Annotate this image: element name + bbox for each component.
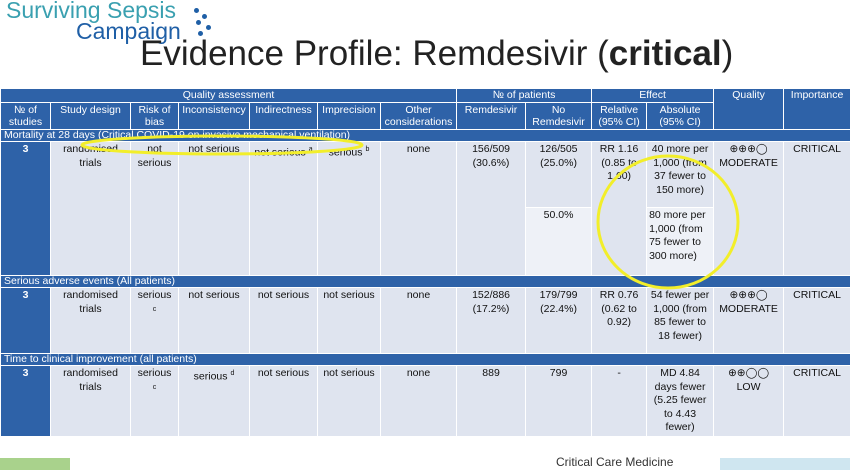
cell-baseline-risk: 50.0% bbox=[525, 207, 593, 276]
logo-line-1: Surviving Sepsis bbox=[6, 0, 177, 23]
quality-symbols: ⊕⊕◯◯ bbox=[728, 367, 770, 379]
footnote-marker: a bbox=[308, 146, 313, 153]
cell-remdesivir: 156/509 (30.6%) bbox=[456, 141, 527, 276]
cell-inconsistency: not serious bbox=[178, 141, 250, 276]
page-title: Evidence Profile: Remdesivir (critical) bbox=[140, 34, 733, 74]
cell-imprecision: not serious bbox=[317, 287, 381, 354]
indirectness-text: not serious bbox=[254, 146, 306, 159]
table-row: 3 randomised trials not serious not seri… bbox=[0, 141, 850, 276]
cell-bias: serious c bbox=[130, 287, 179, 354]
cell-quality: ⊕⊕⊕◯ MODERATE bbox=[713, 287, 785, 354]
section-header: Serious adverse events (All patients) bbox=[0, 275, 850, 288]
section-header: Time to clinical improvement (all patien… bbox=[0, 353, 850, 366]
cell-no-remdesivir: 126/505 (25.0%) bbox=[525, 141, 593, 208]
col-relative: Relative (95% CI) bbox=[591, 102, 648, 130]
cell-other: none bbox=[379, 287, 458, 354]
cell-importance: CRITICAL bbox=[783, 141, 850, 276]
cell-quality: ⊕⊕⊕◯ MODERATE bbox=[713, 141, 785, 276]
header-quality-assessment: Quality assessment bbox=[0, 88, 458, 103]
header-effect: Effect bbox=[591, 88, 715, 103]
cell-studies: 3 bbox=[0, 141, 51, 276]
cell-design: randomised trials bbox=[50, 287, 131, 354]
col-no-remdesivir: No Remdesivir bbox=[525, 102, 593, 130]
cell-remdesivir: 889 bbox=[456, 365, 527, 437]
quality-label: MODERATE bbox=[719, 156, 778, 169]
cell-no-remdesivir: 179/799 (22.4%) bbox=[525, 287, 593, 354]
cell-design: randomised trials bbox=[50, 141, 131, 276]
cell-bias: not serious bbox=[130, 141, 179, 276]
cell-relative: RR 1.16 (0.85 to 1.60) bbox=[591, 141, 648, 276]
quality-symbols: ⊕⊕⊕◯ bbox=[729, 289, 768, 301]
col-indirectness: Indirectness bbox=[249, 102, 318, 130]
cell-absolute: MD 4.84 days fewer (5.25 fewer to 4.43 f… bbox=[646, 365, 715, 437]
title-emphasis: critical bbox=[608, 34, 722, 73]
logo-line-2: Campaign bbox=[76, 18, 181, 44]
cell-no-remdesivir: 799 bbox=[525, 365, 593, 437]
title-prefix: Evidence Profile: Remdesivir ( bbox=[140, 34, 609, 73]
col-imprecision: Imprecision bbox=[317, 102, 381, 130]
cell-inconsistency: not serious bbox=[178, 287, 250, 354]
header-importance: Importance bbox=[783, 88, 850, 130]
footer-right-bar bbox=[720, 458, 850, 470]
col-design: Study design bbox=[50, 102, 131, 130]
quality-label: MODERATE bbox=[719, 302, 778, 315]
table-row: 3 randomised trials serious c not serious… bbox=[0, 287, 850, 354]
header-row-groups: Quality assessment № of patients Effect … bbox=[0, 88, 850, 130]
cell-indirectness: not serious bbox=[249, 365, 318, 437]
footer-green-bar bbox=[0, 458, 70, 470]
col-studies: № of studies bbox=[0, 102, 51, 130]
cell-bias: serious c bbox=[130, 365, 179, 437]
cell-other: none bbox=[379, 141, 458, 276]
inconsistency-text: serious bbox=[193, 370, 228, 383]
cell-studies: 3 bbox=[0, 365, 51, 437]
cell-studies: 3 bbox=[0, 287, 51, 354]
footnote-marker: d bbox=[230, 370, 235, 377]
footnote-marker: b bbox=[365, 146, 370, 153]
col-other: Other considerations bbox=[379, 102, 458, 130]
cell-importance: CRITICAL bbox=[783, 365, 850, 437]
col-bias: Risk of bias bbox=[130, 102, 179, 130]
cell-quality: ⊕⊕◯◯ LOW bbox=[713, 365, 785, 437]
ssc-logo: Surviving Sepsis Campaign bbox=[6, 0, 216, 46]
section-title: Serious adverse events (All patients) bbox=[0, 275, 850, 288]
section-title: Time to clinical improvement (all patien… bbox=[0, 353, 850, 366]
logo-dots-icon bbox=[192, 8, 216, 38]
section-title: Mortality at 28 days (Critical COVID-19 … bbox=[0, 129, 850, 142]
cell-design: randomised trials bbox=[50, 365, 131, 437]
cell-imprecision: serious b bbox=[317, 141, 381, 276]
section-header: Mortality at 28 days (Critical COVID-19 … bbox=[0, 129, 850, 142]
cell-importance: CRITICAL bbox=[783, 287, 850, 354]
table-row: 3 randomised trials serious c serious d n… bbox=[0, 365, 850, 437]
cell-relative: - bbox=[591, 365, 648, 437]
header-num-patients: № of patients bbox=[456, 88, 593, 103]
col-remdesivir: Remdesivir bbox=[456, 102, 527, 130]
quality-label: LOW bbox=[736, 380, 761, 393]
col-absolute: Absolute (95% CI) bbox=[646, 102, 715, 130]
header-row-columns: № of studies Study design Risk of bias I… bbox=[0, 102, 850, 130]
evidence-profile-table: Quality assessment № of patients Effect … bbox=[0, 88, 850, 437]
cell-absolute-baseline: 80 more per 1,000 (from 75 fewer to 300 … bbox=[646, 207, 715, 276]
quality-symbols: ⊕⊕⊕◯ bbox=[729, 143, 768, 155]
title-suffix: ) bbox=[721, 34, 734, 73]
cell-absolute: 40 more per 1,000 (from 37 fewer to 150 … bbox=[646, 141, 715, 208]
cell-other: none bbox=[379, 365, 458, 437]
cell-indirectness: not serious a bbox=[249, 141, 318, 276]
footnote-marker: c bbox=[152, 305, 157, 313]
bias-text: serious bbox=[137, 367, 172, 379]
cell-imprecision: not serious bbox=[317, 365, 381, 437]
cell-absolute: 54 fewer per 1,000 (from 85 fewer to 18 … bbox=[646, 287, 715, 354]
col-inconsistency: Inconsistency bbox=[178, 102, 250, 130]
cell-relative: RR 0.76 (0.62 to 0.92) bbox=[591, 287, 648, 354]
header-quality: Quality bbox=[713, 88, 785, 130]
footer-text: Critical Care Medicine bbox=[556, 455, 674, 469]
bias-text: serious bbox=[137, 289, 172, 301]
cell-inconsistency: serious d bbox=[178, 365, 250, 437]
cell-remdesivir: 152/886 (17.2%) bbox=[456, 287, 527, 354]
imprecision-text: serious bbox=[328, 146, 363, 159]
footnote-marker: c bbox=[152, 383, 157, 391]
cell-indirectness: not serious bbox=[249, 287, 318, 354]
